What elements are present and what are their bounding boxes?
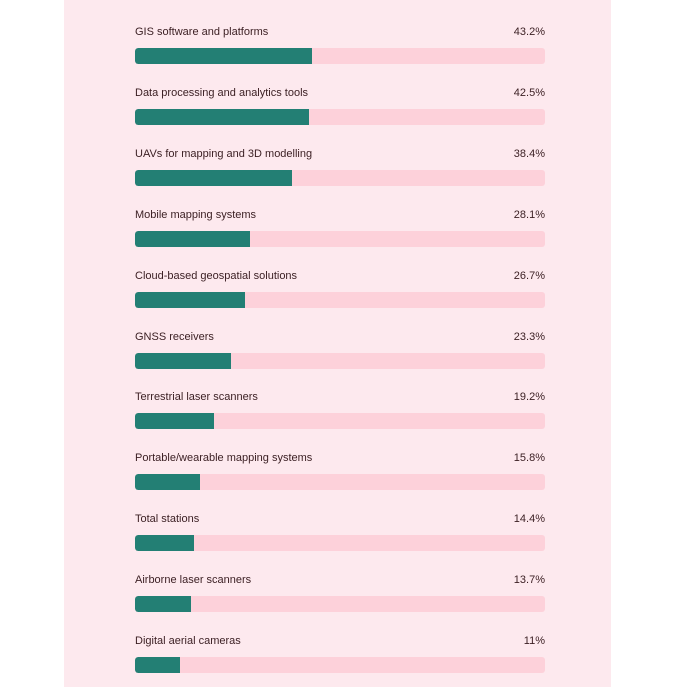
bar-category-label: UAVs for mapping and 3D modelling xyxy=(135,147,313,160)
bar-value-label: 43.2% xyxy=(513,26,545,38)
bar xyxy=(135,352,231,369)
bar-row: Total stations 14.4% xyxy=(135,512,545,560)
bar xyxy=(135,291,245,308)
bar-category-label: Terrestrial laser scanners xyxy=(135,391,258,404)
bar xyxy=(135,413,214,430)
bar xyxy=(135,474,200,491)
bar-track xyxy=(135,535,545,552)
bar-category-label: Mobile mapping systems xyxy=(135,208,257,221)
bar-row: Digital aerial cameras 11% xyxy=(135,634,545,682)
chart-panel: GIS software and platforms 43.2% Data proc… xyxy=(64,0,611,687)
bar xyxy=(135,596,192,613)
bar-category-label: Data processing and analytics tools xyxy=(135,86,309,99)
bar xyxy=(135,230,251,247)
bar-row: Mobile mapping systems 28.1% xyxy=(135,208,545,256)
bar-value-label: 11% xyxy=(523,635,545,647)
bar-row: Terrestrial laser scanners 19.2% xyxy=(135,390,545,438)
bar-value-label: 15.8% xyxy=(513,452,545,465)
bar-category-label: GNSS receivers xyxy=(135,330,214,343)
bar-track xyxy=(135,48,545,64)
bar xyxy=(135,657,181,673)
bar xyxy=(135,108,310,125)
bar-category-label: Digital aerial cameras xyxy=(135,635,241,647)
bar-track xyxy=(135,291,545,308)
bar-track xyxy=(135,657,545,673)
bar-track xyxy=(135,230,545,247)
bar-value-label: 14.4% xyxy=(513,513,545,526)
bar-track xyxy=(135,108,545,125)
bar xyxy=(135,535,194,552)
bar-track xyxy=(135,352,545,369)
bar-value-label: 38.4% xyxy=(513,147,545,160)
bar-track xyxy=(135,474,545,491)
bar-category-label: Total stations xyxy=(135,513,200,526)
bar-value-label: 42.5% xyxy=(513,86,545,99)
bar-category-label: Cloud-based geospatial solutions xyxy=(135,269,298,282)
bar-row: GNSS receivers 23.3% xyxy=(135,330,545,378)
bar-row: Airborne laser scanners 13.7% xyxy=(135,573,545,621)
bar-value-label: 13.7% xyxy=(513,574,545,587)
bar xyxy=(135,48,313,64)
bar-value-label: 26.7% xyxy=(513,269,545,282)
bar-track xyxy=(135,596,545,613)
bar-value-label: 23.3% xyxy=(513,330,545,343)
bar-category-label: Airborne laser scanners xyxy=(135,574,252,587)
bar xyxy=(135,169,293,186)
bar-category-label: Portable/wearable mapping systems xyxy=(135,452,313,465)
bar-row: Cloud-based geospatial solutions 26.7% xyxy=(135,269,545,317)
bar-row: Data processing and analytics tools 42.5% xyxy=(135,86,545,134)
bar-track xyxy=(135,413,545,430)
bar-row: Portable/wearable mapping systems 15.8% xyxy=(135,451,545,499)
bar-track xyxy=(135,169,545,186)
bar-row: UAVs for mapping and 3D modelling 38.4% xyxy=(135,147,545,195)
bar-value-label: 28.1% xyxy=(513,208,545,221)
bar-row: GIS software and platforms 43.2% xyxy=(135,25,545,73)
bar-value-label: 19.2% xyxy=(513,391,545,404)
bar-category-label: GIS software and platforms xyxy=(135,26,269,38)
